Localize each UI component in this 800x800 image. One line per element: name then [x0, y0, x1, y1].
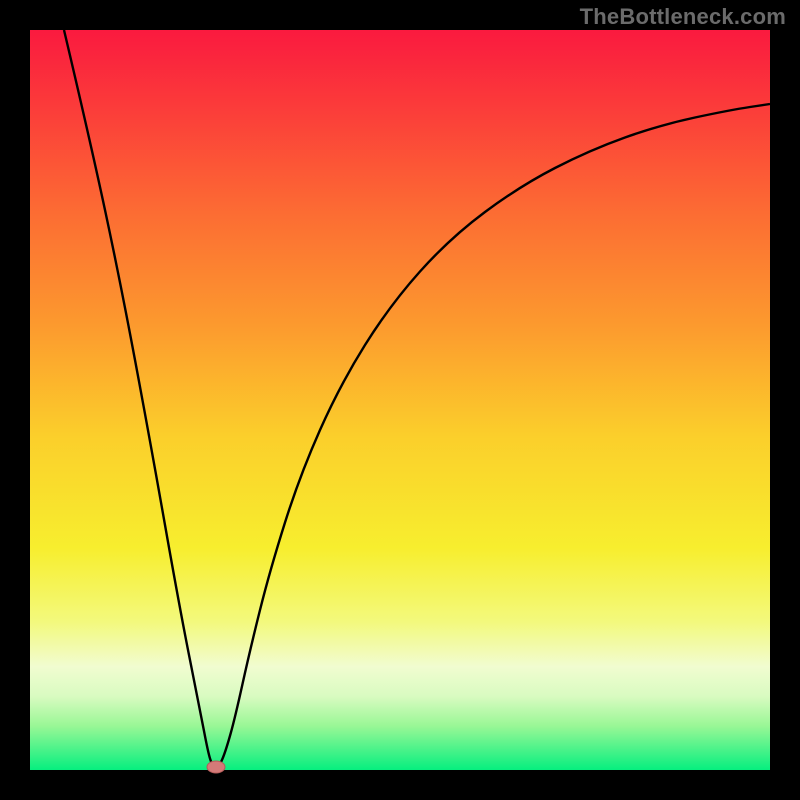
attribution-watermark: TheBottleneck.com: [580, 4, 786, 30]
minimum-marker: [207, 761, 225, 773]
plot-area: [30, 30, 770, 770]
bottleneck-chart: [0, 0, 800, 800]
chart-container: { "attribution": { "text": "TheBottlenec…: [0, 0, 800, 800]
